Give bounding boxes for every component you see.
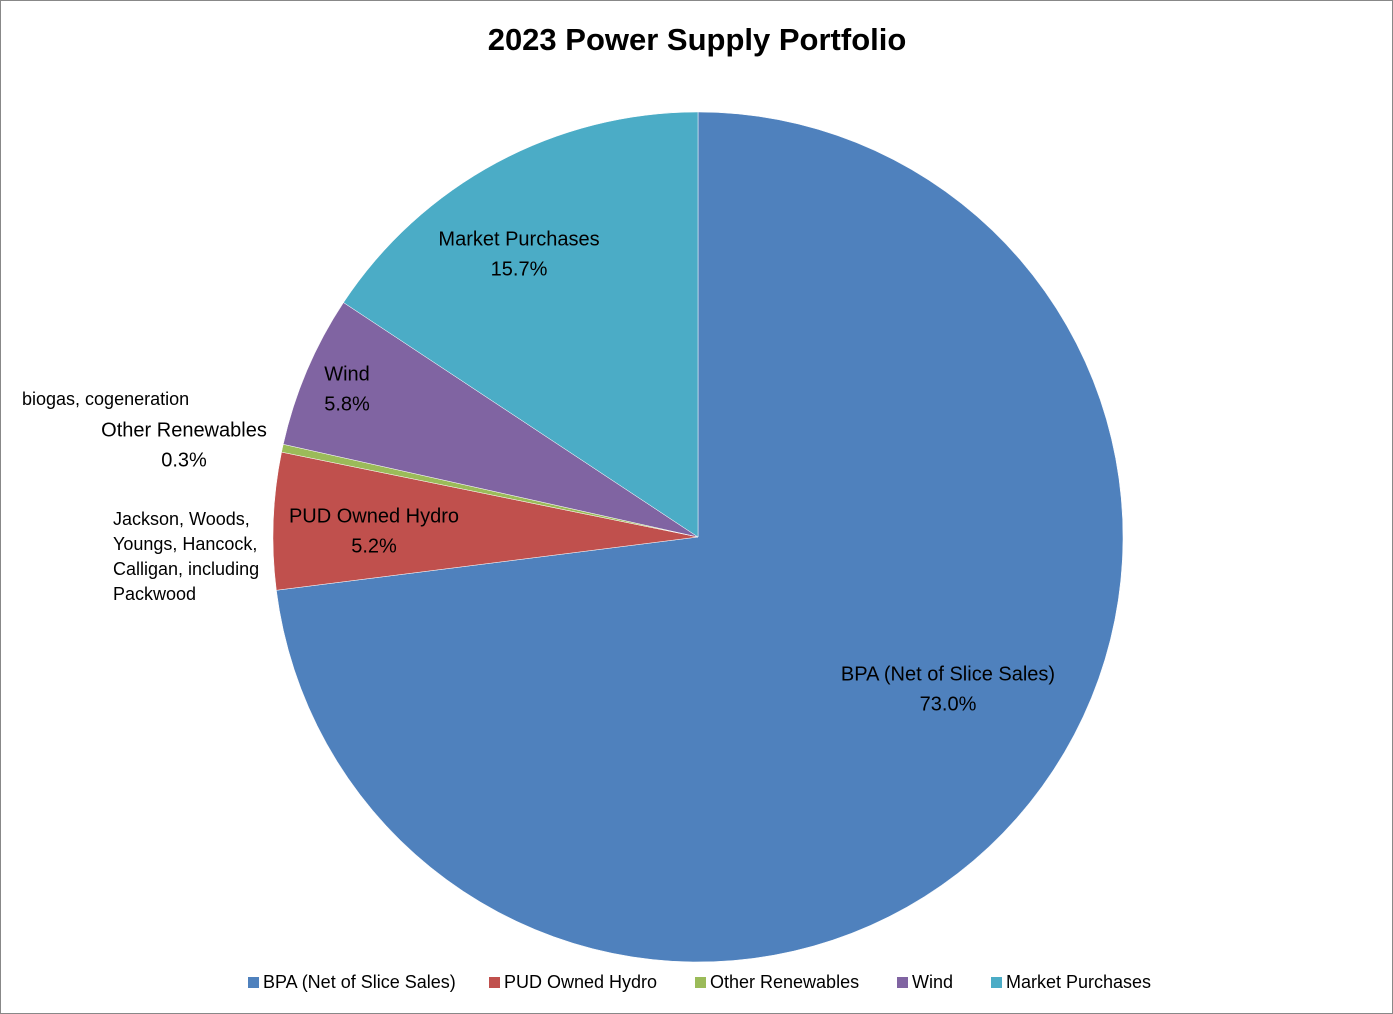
slice-label-name: Wind [324,363,370,385]
legend-swatch [991,977,1002,988]
pie-slice [343,111,699,538]
slice-label-value: 0.3% [161,449,207,471]
legend-swatch [248,977,259,988]
slice-label-value: 5.8% [324,393,370,415]
legend-label: PUD Owned Hydro [504,972,657,992]
slice-label-name: Market Purchases [438,228,599,250]
slice-label-value: 15.7% [491,258,548,280]
pie-slice [276,111,1124,963]
legend-swatch [489,977,500,988]
annotation: Youngs, Hancock, [113,534,257,554]
legend-label: Wind [912,972,953,992]
legend-label: Market Purchases [1006,972,1151,992]
annotation: Jackson, Woods, [113,509,250,529]
slice-label-name: Other Renewables [101,419,267,441]
pie-slice [282,302,699,538]
slice-label-name: BPA (Net of Slice Sales) [841,663,1055,685]
pie-slice [272,451,699,591]
legend-swatch [897,977,908,988]
legend-swatch [695,977,706,988]
legend-label: BPA (Net of Slice Sales) [263,972,456,992]
slice-label-value: 5.2% [351,535,397,557]
slice-label-name: PUD Owned Hydro [289,505,459,527]
annotation: biogas, cogeneration [22,389,189,409]
chart-title: 2023 Power Supply Portfolio [488,22,907,57]
slice-label-value: 73.0% [920,693,977,715]
annotation: Packwood [113,584,196,604]
annotation: Calligan, including [113,559,259,579]
legend-label: Other Renewables [710,972,859,992]
